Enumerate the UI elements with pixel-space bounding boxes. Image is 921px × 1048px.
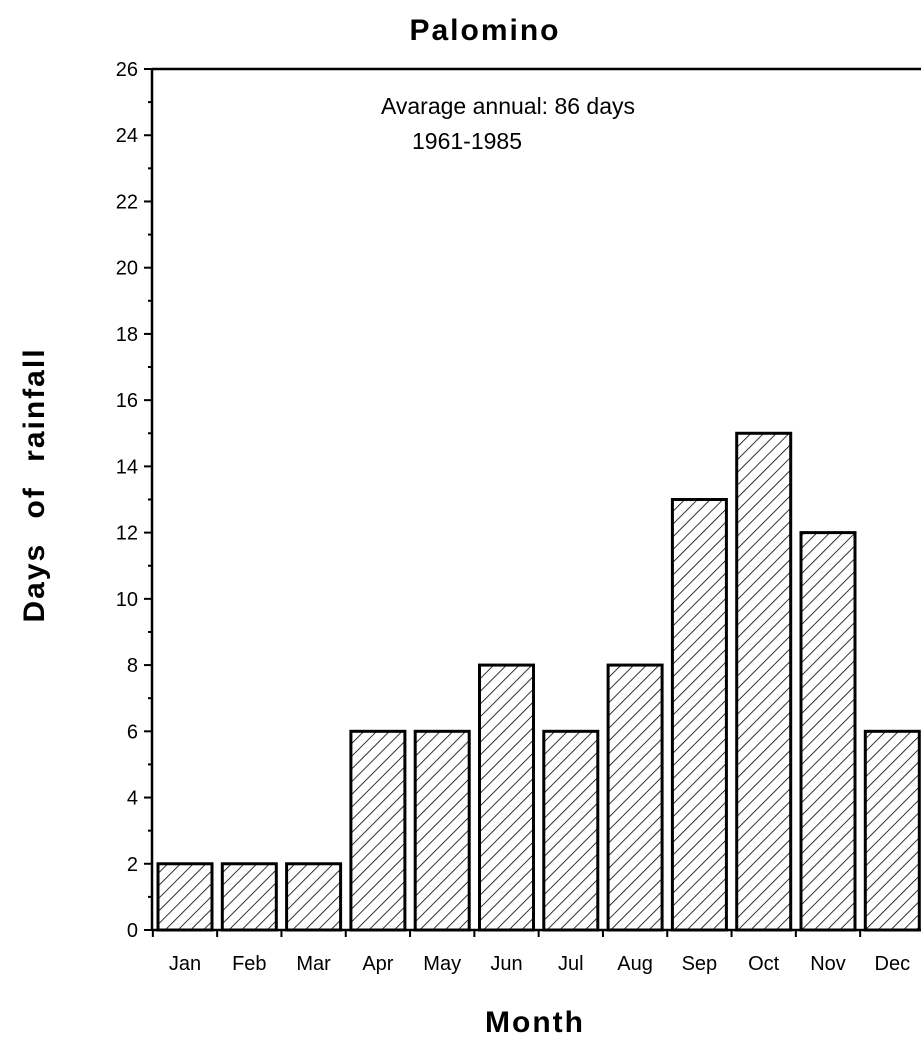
x-axis-title: Month [485,1006,585,1039]
x-tick-label-jul: Jul [558,953,584,975]
bar-sep [670,498,728,932]
y-tick-label: 8 [127,655,138,677]
x-tick-label-jan: Jan [169,953,201,975]
x-axis: Jan Feb Mar Apr May Jun Jul Aug Sep Oct Nov Dec [151,930,911,975]
y-tick-label: 6 [127,721,138,743]
bar-apr [349,729,407,932]
y-tick-label: 2 [127,854,138,876]
x-tick-label-sep: Sep [682,953,718,975]
bar-jul [542,729,600,932]
bar-aug [606,663,664,932]
x-tick-label-jun: Jun [490,953,522,975]
y-tick-label: 26 [116,59,138,81]
y-tick-label: 14 [116,456,138,478]
bar-feb [220,862,278,932]
x-tick-label-dec: Dec [875,953,911,975]
y-tick-label: 0 [127,920,138,942]
x-tick-label-apr: Apr [362,953,393,975]
y-tick-label: 10 [116,589,138,611]
x-tick-label-oct: Oct [748,953,780,975]
y-tick-label: 22 [116,191,138,213]
y-tick-label: 24 [116,125,138,147]
y-axis-title: Days of rainfall [18,347,51,622]
bar-dec [863,729,921,932]
y-tick-label: 12 [116,523,138,545]
chart-title: Palomino [409,14,560,47]
bar-nov [799,531,857,932]
annotation-average: Avarage annual: 86 days [381,93,635,119]
bars-group [156,431,921,932]
x-tick-label-feb: Feb [232,953,266,975]
x-tick-label-nov: Nov [810,953,846,975]
y-tick-label: 16 [116,390,138,412]
annotation-period: 1961-1985 [412,128,522,154]
bar-oct [735,431,793,932]
y-tick-label: 20 [116,258,138,280]
bar-jun [478,663,535,932]
x-tick-label-mar: Mar [296,953,331,975]
y-tick-label: 4 [127,788,138,810]
bar-mar [285,862,343,932]
bar-jan [156,862,214,932]
y-tick-label: 18 [116,324,138,346]
x-tick-label-aug: Aug [617,953,653,975]
bar-may [413,729,471,932]
x-tick-label-may: May [423,953,461,975]
